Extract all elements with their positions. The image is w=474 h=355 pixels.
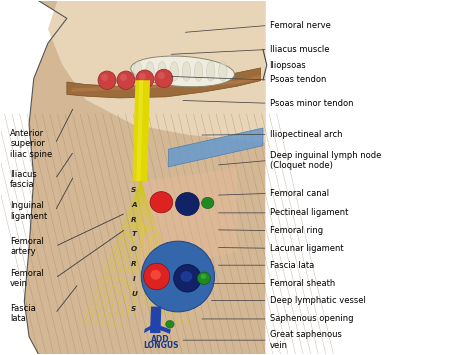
Text: Great saphenous
vein: Great saphenous vein — [270, 331, 342, 350]
Ellipse shape — [141, 241, 215, 312]
Ellipse shape — [150, 192, 173, 213]
Text: U: U — [131, 291, 137, 297]
Polygon shape — [72, 75, 261, 92]
Text: Deep lymphatic vessel: Deep lymphatic vessel — [270, 296, 366, 305]
Ellipse shape — [136, 70, 154, 88]
Text: Femoral nerve: Femoral nerve — [270, 21, 331, 30]
Text: Saphenous opening: Saphenous opening — [270, 315, 354, 323]
Text: Iliacus
fascia: Iliacus fascia — [10, 170, 37, 189]
Ellipse shape — [194, 62, 203, 81]
Text: Psoas minor tendon: Psoas minor tendon — [270, 99, 354, 108]
Text: S: S — [131, 306, 137, 312]
Ellipse shape — [158, 62, 166, 81]
Text: I: I — [133, 276, 136, 282]
Text: T: T — [131, 231, 137, 237]
Polygon shape — [24, 1, 265, 354]
Ellipse shape — [131, 56, 235, 87]
Polygon shape — [150, 307, 161, 333]
Text: Psoas tendon: Psoas tendon — [270, 75, 327, 84]
Text: Femoral sheath: Femoral sheath — [270, 279, 335, 288]
Ellipse shape — [155, 69, 173, 88]
Text: R: R — [131, 217, 137, 223]
Text: Femoral
artery: Femoral artery — [10, 237, 44, 256]
Polygon shape — [156, 324, 171, 334]
Text: Lacunar ligament: Lacunar ligament — [270, 244, 344, 253]
Polygon shape — [67, 68, 261, 98]
Ellipse shape — [117, 71, 135, 89]
Polygon shape — [144, 322, 156, 333]
Ellipse shape — [158, 72, 165, 79]
Polygon shape — [137, 80, 144, 181]
Ellipse shape — [201, 197, 214, 209]
Text: A: A — [131, 202, 137, 208]
Ellipse shape — [197, 272, 210, 284]
Text: R: R — [131, 261, 137, 267]
Polygon shape — [133, 80, 150, 181]
Text: Pectineal ligament: Pectineal ligament — [270, 208, 348, 217]
Ellipse shape — [165, 320, 174, 328]
Ellipse shape — [139, 73, 146, 80]
Text: ADD.: ADD. — [151, 335, 172, 344]
Ellipse shape — [120, 74, 127, 81]
Ellipse shape — [101, 74, 108, 81]
Text: Femoral
vein: Femoral vein — [10, 269, 44, 288]
Ellipse shape — [173, 264, 201, 292]
Ellipse shape — [134, 62, 142, 81]
Ellipse shape — [144, 263, 170, 290]
Polygon shape — [168, 128, 263, 167]
Ellipse shape — [182, 62, 191, 81]
Ellipse shape — [201, 274, 206, 279]
Ellipse shape — [206, 62, 215, 81]
Text: Femoral ring: Femoral ring — [270, 226, 323, 235]
Text: LONGUS: LONGUS — [144, 341, 179, 350]
Text: Inguinal
ligament: Inguinal ligament — [10, 201, 47, 221]
Text: Iliopectineal arch: Iliopectineal arch — [270, 130, 343, 139]
Ellipse shape — [170, 62, 179, 81]
Text: Femoral canal: Femoral canal — [270, 189, 329, 198]
Text: Deep inguinal lymph node
(Cloquet node): Deep inguinal lymph node (Cloquet node) — [270, 151, 382, 170]
Text: Iliopsoas: Iliopsoas — [269, 61, 305, 70]
Text: Fascia lata: Fascia lata — [270, 261, 314, 270]
Polygon shape — [140, 167, 237, 269]
Text: O: O — [131, 246, 137, 252]
Text: S: S — [131, 187, 137, 193]
Polygon shape — [48, 1, 265, 142]
Ellipse shape — [219, 62, 227, 81]
Ellipse shape — [181, 271, 192, 282]
Ellipse shape — [151, 270, 161, 280]
Text: Anterior
superior
iliac spine: Anterior superior iliac spine — [10, 129, 53, 159]
Ellipse shape — [146, 62, 154, 81]
Text: Fascia
lata: Fascia lata — [10, 304, 36, 323]
Ellipse shape — [98, 71, 116, 89]
Text: Iliacus muscle: Iliacus muscle — [270, 45, 329, 54]
Ellipse shape — [175, 192, 199, 215]
